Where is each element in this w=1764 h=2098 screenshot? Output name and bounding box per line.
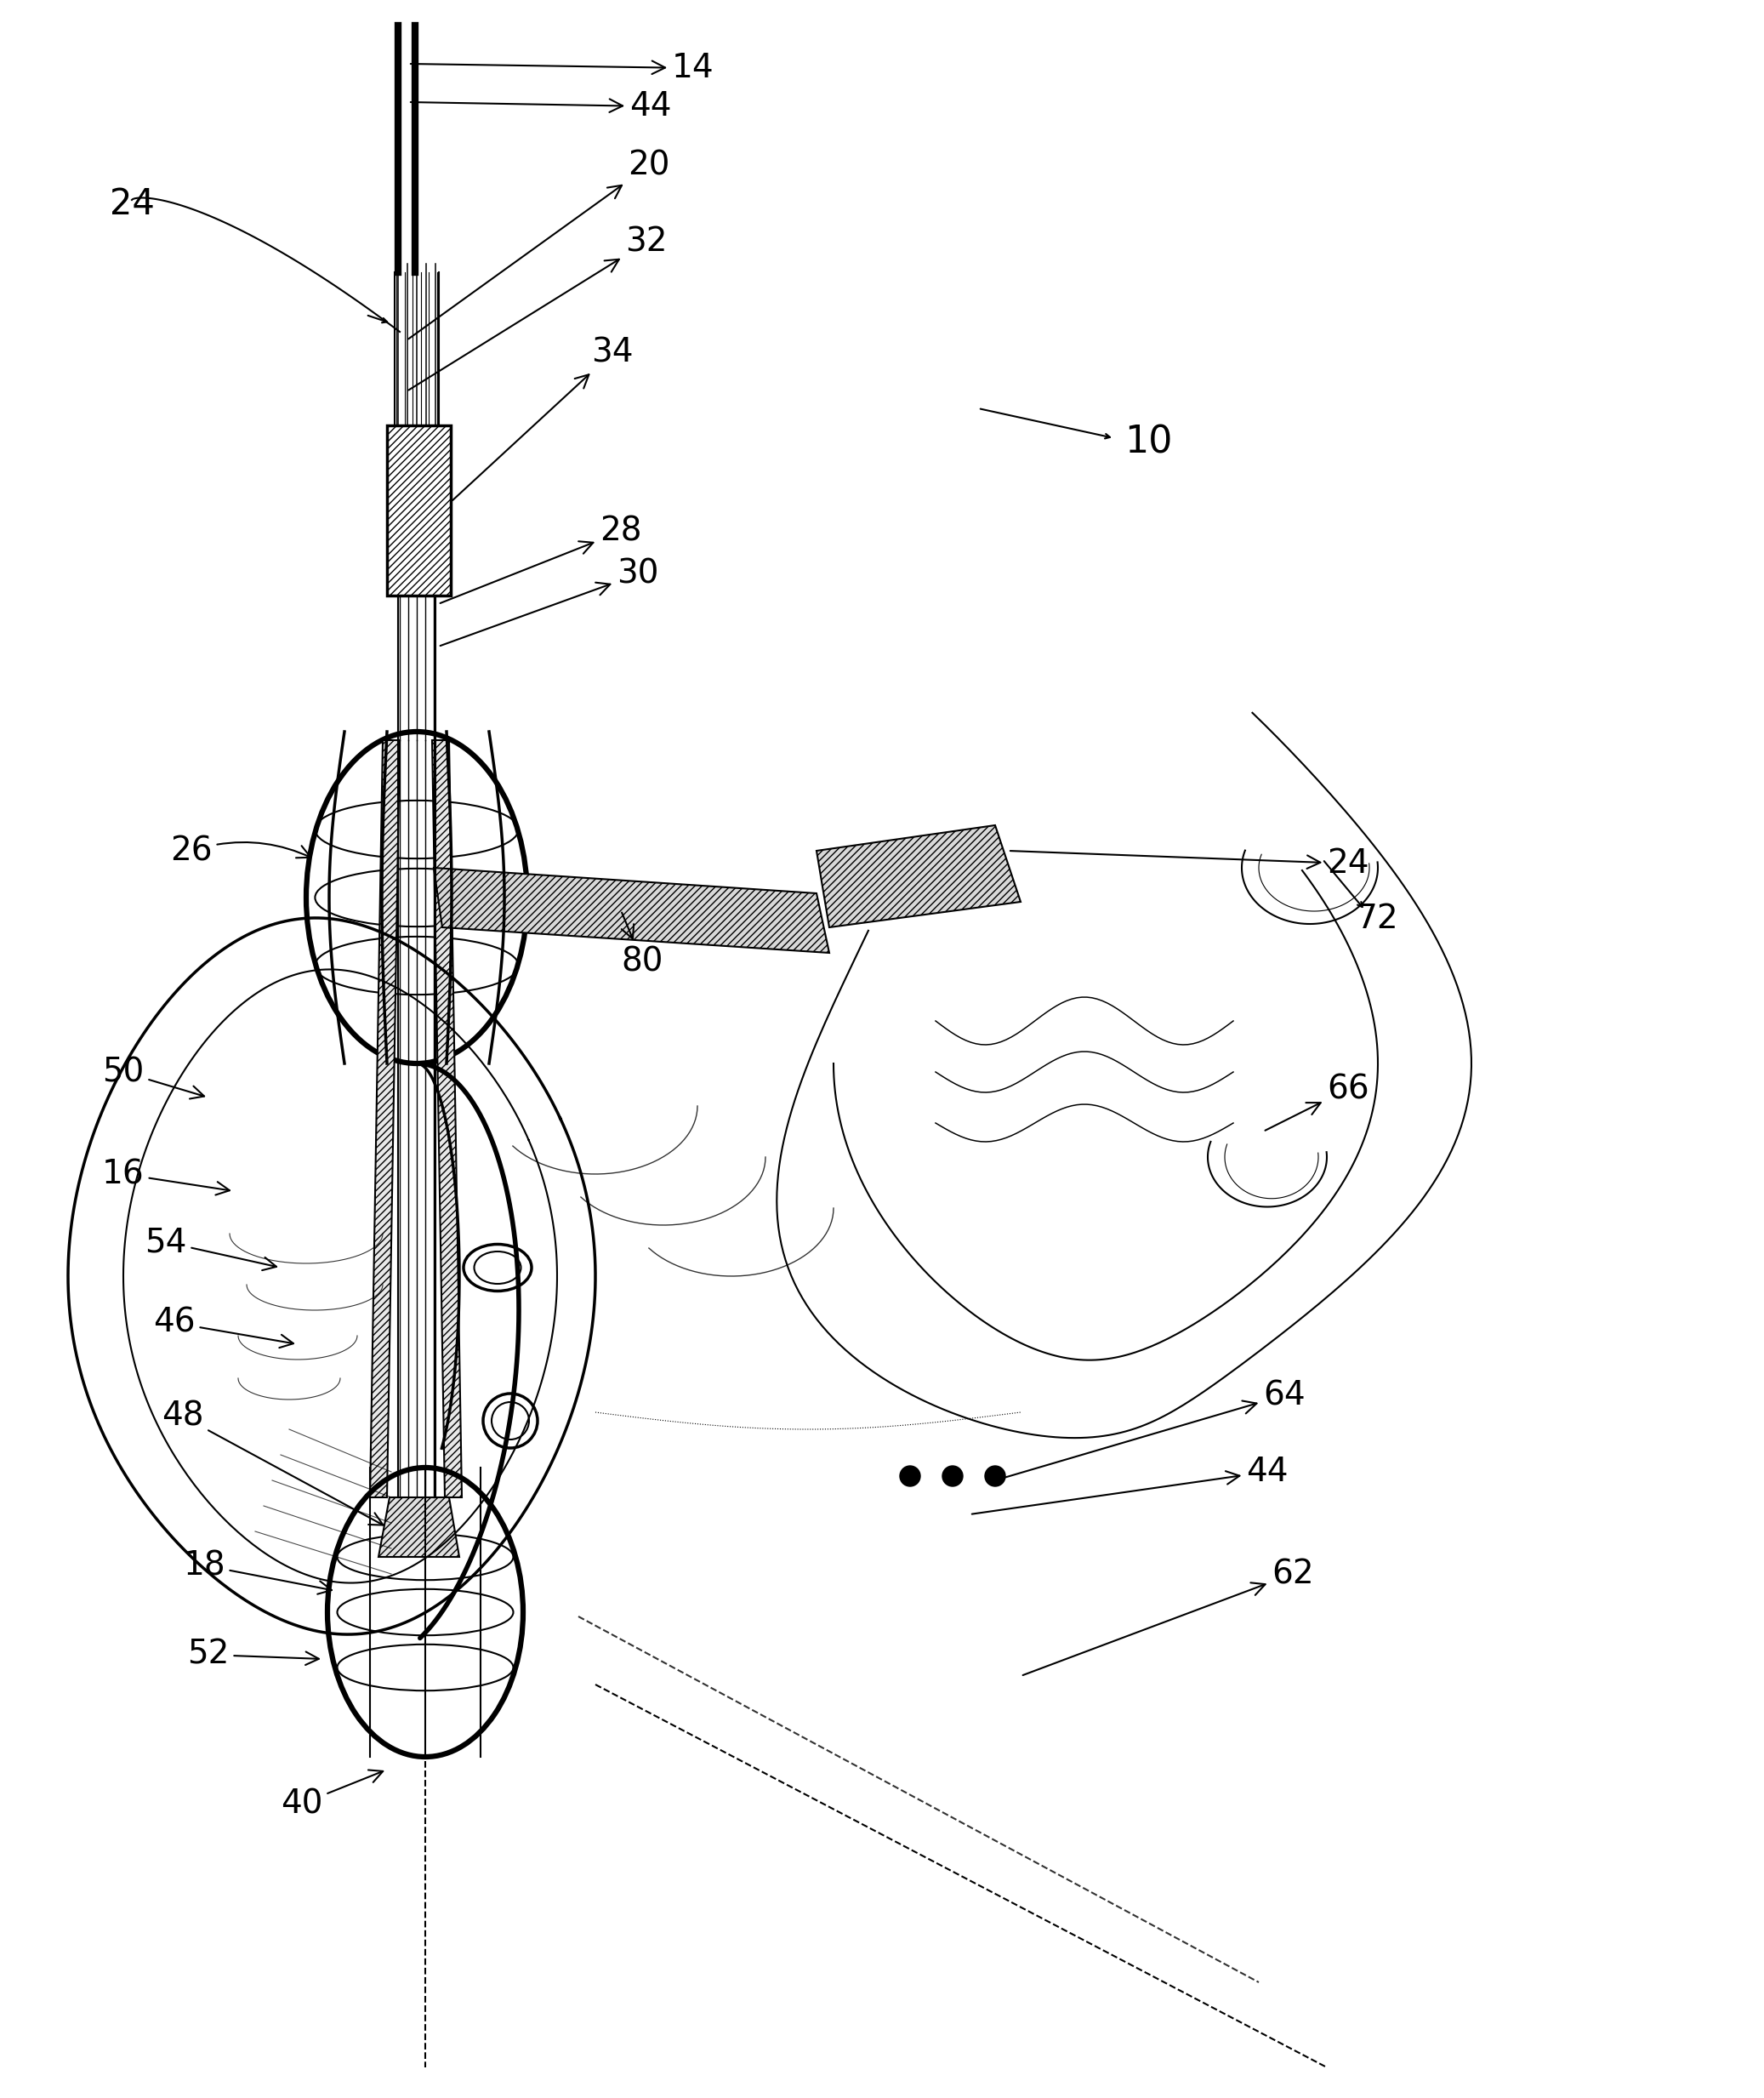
Polygon shape <box>434 869 829 952</box>
Text: 54: 54 <box>145 1225 277 1269</box>
Text: 30: 30 <box>441 558 658 646</box>
Polygon shape <box>432 741 462 1498</box>
Polygon shape <box>386 426 452 596</box>
Text: 64: 64 <box>997 1378 1305 1479</box>
Text: 44: 44 <box>972 1456 1288 1515</box>
Text: 10: 10 <box>1124 424 1173 462</box>
Polygon shape <box>379 1498 459 1557</box>
Circle shape <box>984 1467 1005 1485</box>
Text: 52: 52 <box>187 1639 319 1670</box>
Circle shape <box>900 1467 921 1485</box>
Text: 14: 14 <box>411 52 714 84</box>
Text: 20: 20 <box>409 149 670 340</box>
Text: 62: 62 <box>1023 1557 1314 1674</box>
Ellipse shape <box>464 1244 531 1290</box>
Text: 28: 28 <box>441 516 642 604</box>
Polygon shape <box>817 825 1021 927</box>
Text: 26: 26 <box>171 835 310 866</box>
Text: 40: 40 <box>280 1771 383 1819</box>
Polygon shape <box>370 741 400 1498</box>
Text: 46: 46 <box>153 1307 293 1347</box>
Text: 24: 24 <box>109 187 153 222</box>
Text: 48: 48 <box>162 1399 383 1525</box>
Text: 24: 24 <box>1011 848 1369 879</box>
Text: 66: 66 <box>1265 1072 1369 1131</box>
Circle shape <box>942 1467 963 1485</box>
Text: 72: 72 <box>1357 902 1399 936</box>
Circle shape <box>483 1393 538 1448</box>
Text: 32: 32 <box>409 227 667 390</box>
Text: 80: 80 <box>621 913 663 978</box>
Text: 50: 50 <box>102 1055 205 1099</box>
Text: 34: 34 <box>453 338 633 499</box>
Text: 16: 16 <box>102 1158 229 1196</box>
Text: 44: 44 <box>411 90 672 122</box>
Text: 18: 18 <box>183 1548 332 1594</box>
